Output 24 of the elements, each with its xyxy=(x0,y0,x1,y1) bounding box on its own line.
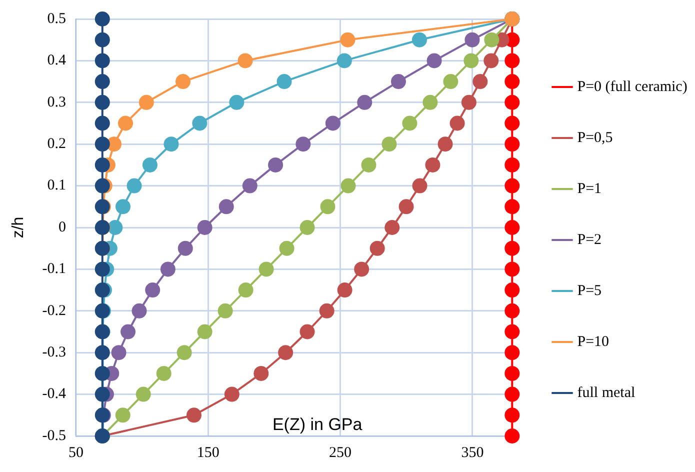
legend-label: P=0 (full ceramic) xyxy=(577,78,688,95)
legend-label: P=5 xyxy=(577,282,602,299)
legend-label: P=0,5 xyxy=(577,130,613,146)
y-tick-label: 0.2 xyxy=(47,136,66,152)
y-tick-label: -0.3 xyxy=(42,344,66,361)
y-tick-label: -0.1 xyxy=(42,261,66,278)
y-tick-label: 0.1 xyxy=(47,178,66,194)
y-tick-label: -0.4 xyxy=(42,386,66,402)
x-tick-label: 50 xyxy=(68,444,84,461)
y-axis-title: z/h xyxy=(10,216,28,238)
y-tick-label: 0.5 xyxy=(47,10,66,27)
y-tick-label: 0.3 xyxy=(47,94,66,110)
x-tick-label: 350 xyxy=(461,444,484,461)
x-axis-title: E(Z) in GPa xyxy=(272,415,363,434)
legend-label: P=10 xyxy=(577,334,610,350)
y-tick-label: -0.2 xyxy=(42,302,66,319)
legend-label: P=2 xyxy=(577,232,602,248)
legend-label: P=1 xyxy=(577,180,602,197)
x-tick-label: 150 xyxy=(196,444,220,461)
legend-label: full metal xyxy=(577,384,636,401)
x-tick-label: 250 xyxy=(329,444,352,461)
y-tick-label: 0 xyxy=(58,219,66,236)
y-tick-label: 0.4 xyxy=(47,52,66,69)
y-tick-label: -0.5 xyxy=(42,428,66,444)
